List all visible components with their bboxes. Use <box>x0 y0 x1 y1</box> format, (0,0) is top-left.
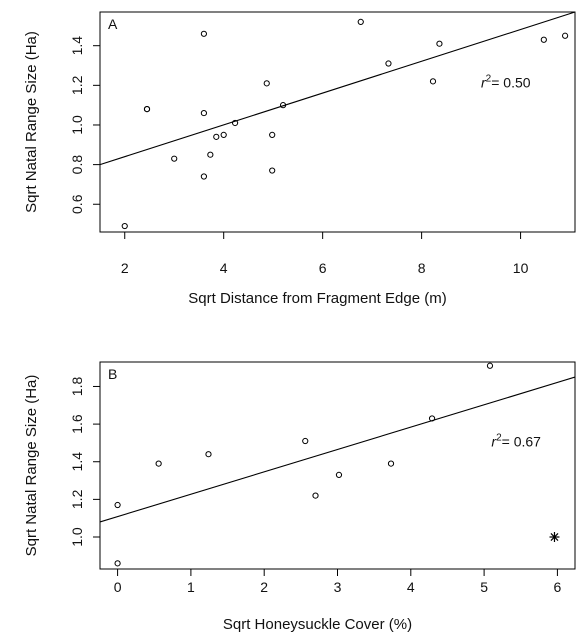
chart1-y-tick-label-3: 1.6 <box>69 414 85 434</box>
chart0-y-tick-label-3: 1.2 <box>69 75 85 95</box>
chart0-y-axis-title: Sqrt Natal Range Size (Ha) <box>23 31 40 213</box>
chart1-plot-frame <box>99 361 576 570</box>
chart1-data-point-5 <box>312 492 319 499</box>
chart1-data-point-2 <box>155 460 162 467</box>
chart0-data-point-4 <box>200 30 208 37</box>
chart1-y-tick-label-1: 1.2 <box>69 489 85 509</box>
chart0-data-point-15 <box>357 18 364 26</box>
chart1-data-point-3 <box>205 451 212 458</box>
chart0-r-squared-value: = 0.50 <box>491 74 531 90</box>
panel-a: A 2 4 6 8 10 0.6 0.8 1.0 1.2 1.4 Sqrt Distance from… <box>23 11 576 307</box>
panel-b: B 0 1 2 3 4 5 6 1.0 1.2 1.4 1.6 1.8 Sqrt Honeysuckle … <box>23 361 576 633</box>
chart1-r-squared-label: r2= 0.67 <box>491 433 541 450</box>
chart1-x-tick-label-3: 3 <box>334 579 342 595</box>
chart0-x-tick-label-2: 6 <box>319 260 327 276</box>
chart0-data-point-10 <box>231 119 239 127</box>
chart0-data-point-20 <box>562 32 569 39</box>
chart0-x-tick-label-0: 2 <box>121 260 129 276</box>
chart0-y-tick-label-2: 1.0 <box>69 115 85 135</box>
chart0-data-point-5 <box>200 109 208 117</box>
chart1-x-tick-label-5: 5 <box>480 579 488 595</box>
chart1-x-axis-title: Sqrt Honeysuckle Cover (%) <box>223 616 412 633</box>
chart0-x-axis-title: Sqrt Distance from Fragment Edge (m) <box>188 290 446 307</box>
chart1-y-tick-label-2: 1.4 <box>69 452 85 472</box>
chart1-data-point-0 <box>114 501 121 509</box>
chart0-data-point-12 <box>269 131 276 138</box>
chart1-regression-line <box>99 376 576 523</box>
chart0-data-point-3 <box>171 155 178 162</box>
chart0-data-point-2 <box>143 106 151 113</box>
chart1-star-point <box>549 532 560 543</box>
chart0-x-tick-label-4: 10 <box>513 260 529 276</box>
chart1-data-point-6 <box>335 471 343 479</box>
chart0-plot-frame <box>99 11 576 233</box>
chart1-r-squared-sup: 2 <box>496 433 502 444</box>
chart0-r-squared-r: r <box>481 74 487 90</box>
chart1-panel-label: B <box>108 366 117 382</box>
chart0-data-point-17 <box>429 78 437 85</box>
chart1-data-point-7 <box>387 460 395 467</box>
chart1-y-tick-label-4: 1.8 <box>69 377 85 397</box>
chart1-y-axis-title: Sqrt Natal Range Size (Ha) <box>23 375 40 557</box>
chart1-r-squared-r: r <box>491 434 497 450</box>
chart0-data-point-16 <box>385 60 392 67</box>
chart1-x-tick-label-0: 0 <box>114 579 122 595</box>
chart1-y-tick-label-0: 1.0 <box>69 527 85 547</box>
chart0-y-tick-label-4: 1.4 <box>69 36 85 56</box>
chart1-star-stroke-3 <box>550 533 559 541</box>
chart0-x-tick-label-3: 8 <box>418 260 426 276</box>
chart0-data-point-19 <box>540 36 547 43</box>
chart0-r-squared-sup: 2 <box>486 73 492 84</box>
chart0-data-point-9 <box>220 131 227 138</box>
chart0-data-point-7 <box>207 151 214 158</box>
chart0-data-point-11 <box>263 80 270 87</box>
chart0-data-point-13 <box>269 167 276 174</box>
chart1-x-tick-label-2: 2 <box>260 579 268 595</box>
chart0-data-point-8 <box>213 133 220 140</box>
chart1-r-squared-value: = 0.67 <box>502 434 542 450</box>
chart0-r-squared-label: r2= 0.50 <box>481 73 531 90</box>
chart1-x-tick-label-6: 6 <box>554 579 562 595</box>
chart0-panel-label: A <box>108 16 118 32</box>
chart0-data-point-14 <box>279 102 287 109</box>
chart1-x-tick-label-4: 4 <box>407 579 415 595</box>
chart0-x-tick-label-1: 4 <box>220 260 228 276</box>
chart1-data-point-9 <box>486 362 494 369</box>
chart1-x-tick-label-1: 1 <box>187 579 195 595</box>
chart1-data-point-1 <box>114 560 121 567</box>
chart0-data-point-6 <box>200 173 208 180</box>
chart0-y-tick-label-1: 0.8 <box>69 155 85 175</box>
chart0-regression-line <box>99 11 576 166</box>
chart0-y-tick-label-0: 0.6 <box>69 194 85 214</box>
chart1-data-point-4 <box>302 437 309 445</box>
chart1-data-point-8 <box>428 415 436 422</box>
chart0-data-point-0 <box>121 222 128 230</box>
chart0-data-point-18 <box>436 40 443 47</box>
